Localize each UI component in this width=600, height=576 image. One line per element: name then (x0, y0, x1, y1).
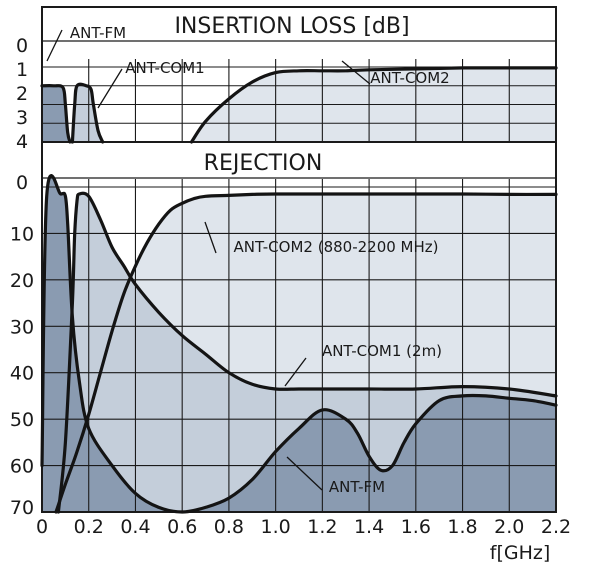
rejection-title-bar (42, 142, 556, 178)
svg-text:ANT-FM: ANT-FM (70, 24, 126, 42)
insertion-curve-1 (70, 82, 105, 144)
x-tick-9: 1.8 (447, 516, 477, 538)
insertion-title-bar (42, 7, 556, 41)
x-tick-2: 0.4 (120, 516, 150, 538)
insertion-area-fm-dark (42, 85, 70, 142)
insertion-curve-2 (189, 66, 558, 144)
insertion-loss-title: INSERTION LOSS [dB] (174, 14, 409, 39)
insertion-curve-0 (40, 84, 72, 144)
svg-text:ANT-FM: ANT-FM (329, 478, 385, 496)
insertion-y-tick-0: 0 (16, 35, 28, 57)
rejection-y-tick-7: 70 (10, 497, 34, 519)
label-ant-fm-rejection: ANT-FM (286, 456, 385, 496)
rejection-y-tick-5: 50 (10, 409, 34, 431)
label-ant-com1-rejection: ANT-COM1 (2m) (284, 342, 442, 387)
x-tick-0: 0 (36, 516, 48, 538)
svg-text:ANT-COM2: ANT-COM2 (370, 69, 449, 87)
label-ant-com1-top: ANT-COM1 (97, 59, 205, 109)
rejection-title: REJECTION (204, 151, 323, 176)
label-ant-com2-rejection: ANT-COM2 (880-2200 MHz) (204, 221, 439, 256)
insertion-y-tick-3: 3 (16, 107, 28, 129)
label-ant-com2-top: ANT-COM2 (341, 60, 450, 87)
insertion-area-1 (72, 84, 103, 142)
rejection-y-tick-2: 20 (10, 270, 34, 292)
rejection-y-tick-1: 10 (10, 223, 34, 245)
x-tick-1: 0.2 (74, 516, 104, 538)
rejection-y-tick-4: 40 (10, 363, 34, 385)
x-tick-3: 0.6 (167, 516, 197, 538)
x-tick-8: 1.6 (401, 516, 431, 538)
rejection-curve-2 (54, 192, 558, 514)
x-tick-6: 1.2 (307, 516, 337, 538)
curve-layer (40, 66, 558, 514)
x-tick-5: 1.0 (261, 516, 291, 538)
rejection-y-tick-6: 60 (10, 456, 34, 478)
svg-text:ANT-COM1 (2m): ANT-COM1 (2m) (322, 342, 442, 360)
insertion-y-tick-4: 4 (16, 131, 28, 153)
label-ant-fm-top: ANT-FM (46, 24, 126, 62)
grid-layer (41, 6, 557, 513)
rejection-y-tick-3: 30 (10, 316, 34, 338)
svg-text:ANT-COM2 (880-2200 MHz): ANT-COM2 (880-2200 MHz) (234, 238, 439, 256)
rejection-curve-1 (56, 191, 558, 514)
rejection-area-0 (42, 175, 556, 513)
rejection-curve-0 (40, 174, 558, 514)
x-tick-7: 1.4 (354, 516, 384, 538)
svg-text:ANT-COM1: ANT-COM1 (125, 59, 204, 77)
rejection-y-tick-0: 0 (16, 172, 28, 194)
insertion-y-tick-1: 1 (16, 59, 28, 81)
area-layer (42, 7, 557, 513)
insertion-y-tick-2: 2 (16, 83, 28, 105)
x-tick-4: 0.8 (214, 516, 244, 538)
x-tick-11: 2.2 (541, 516, 571, 538)
x-axis-label: f[GHz] (490, 542, 551, 564)
x-tick-10: 2.0 (494, 516, 524, 538)
